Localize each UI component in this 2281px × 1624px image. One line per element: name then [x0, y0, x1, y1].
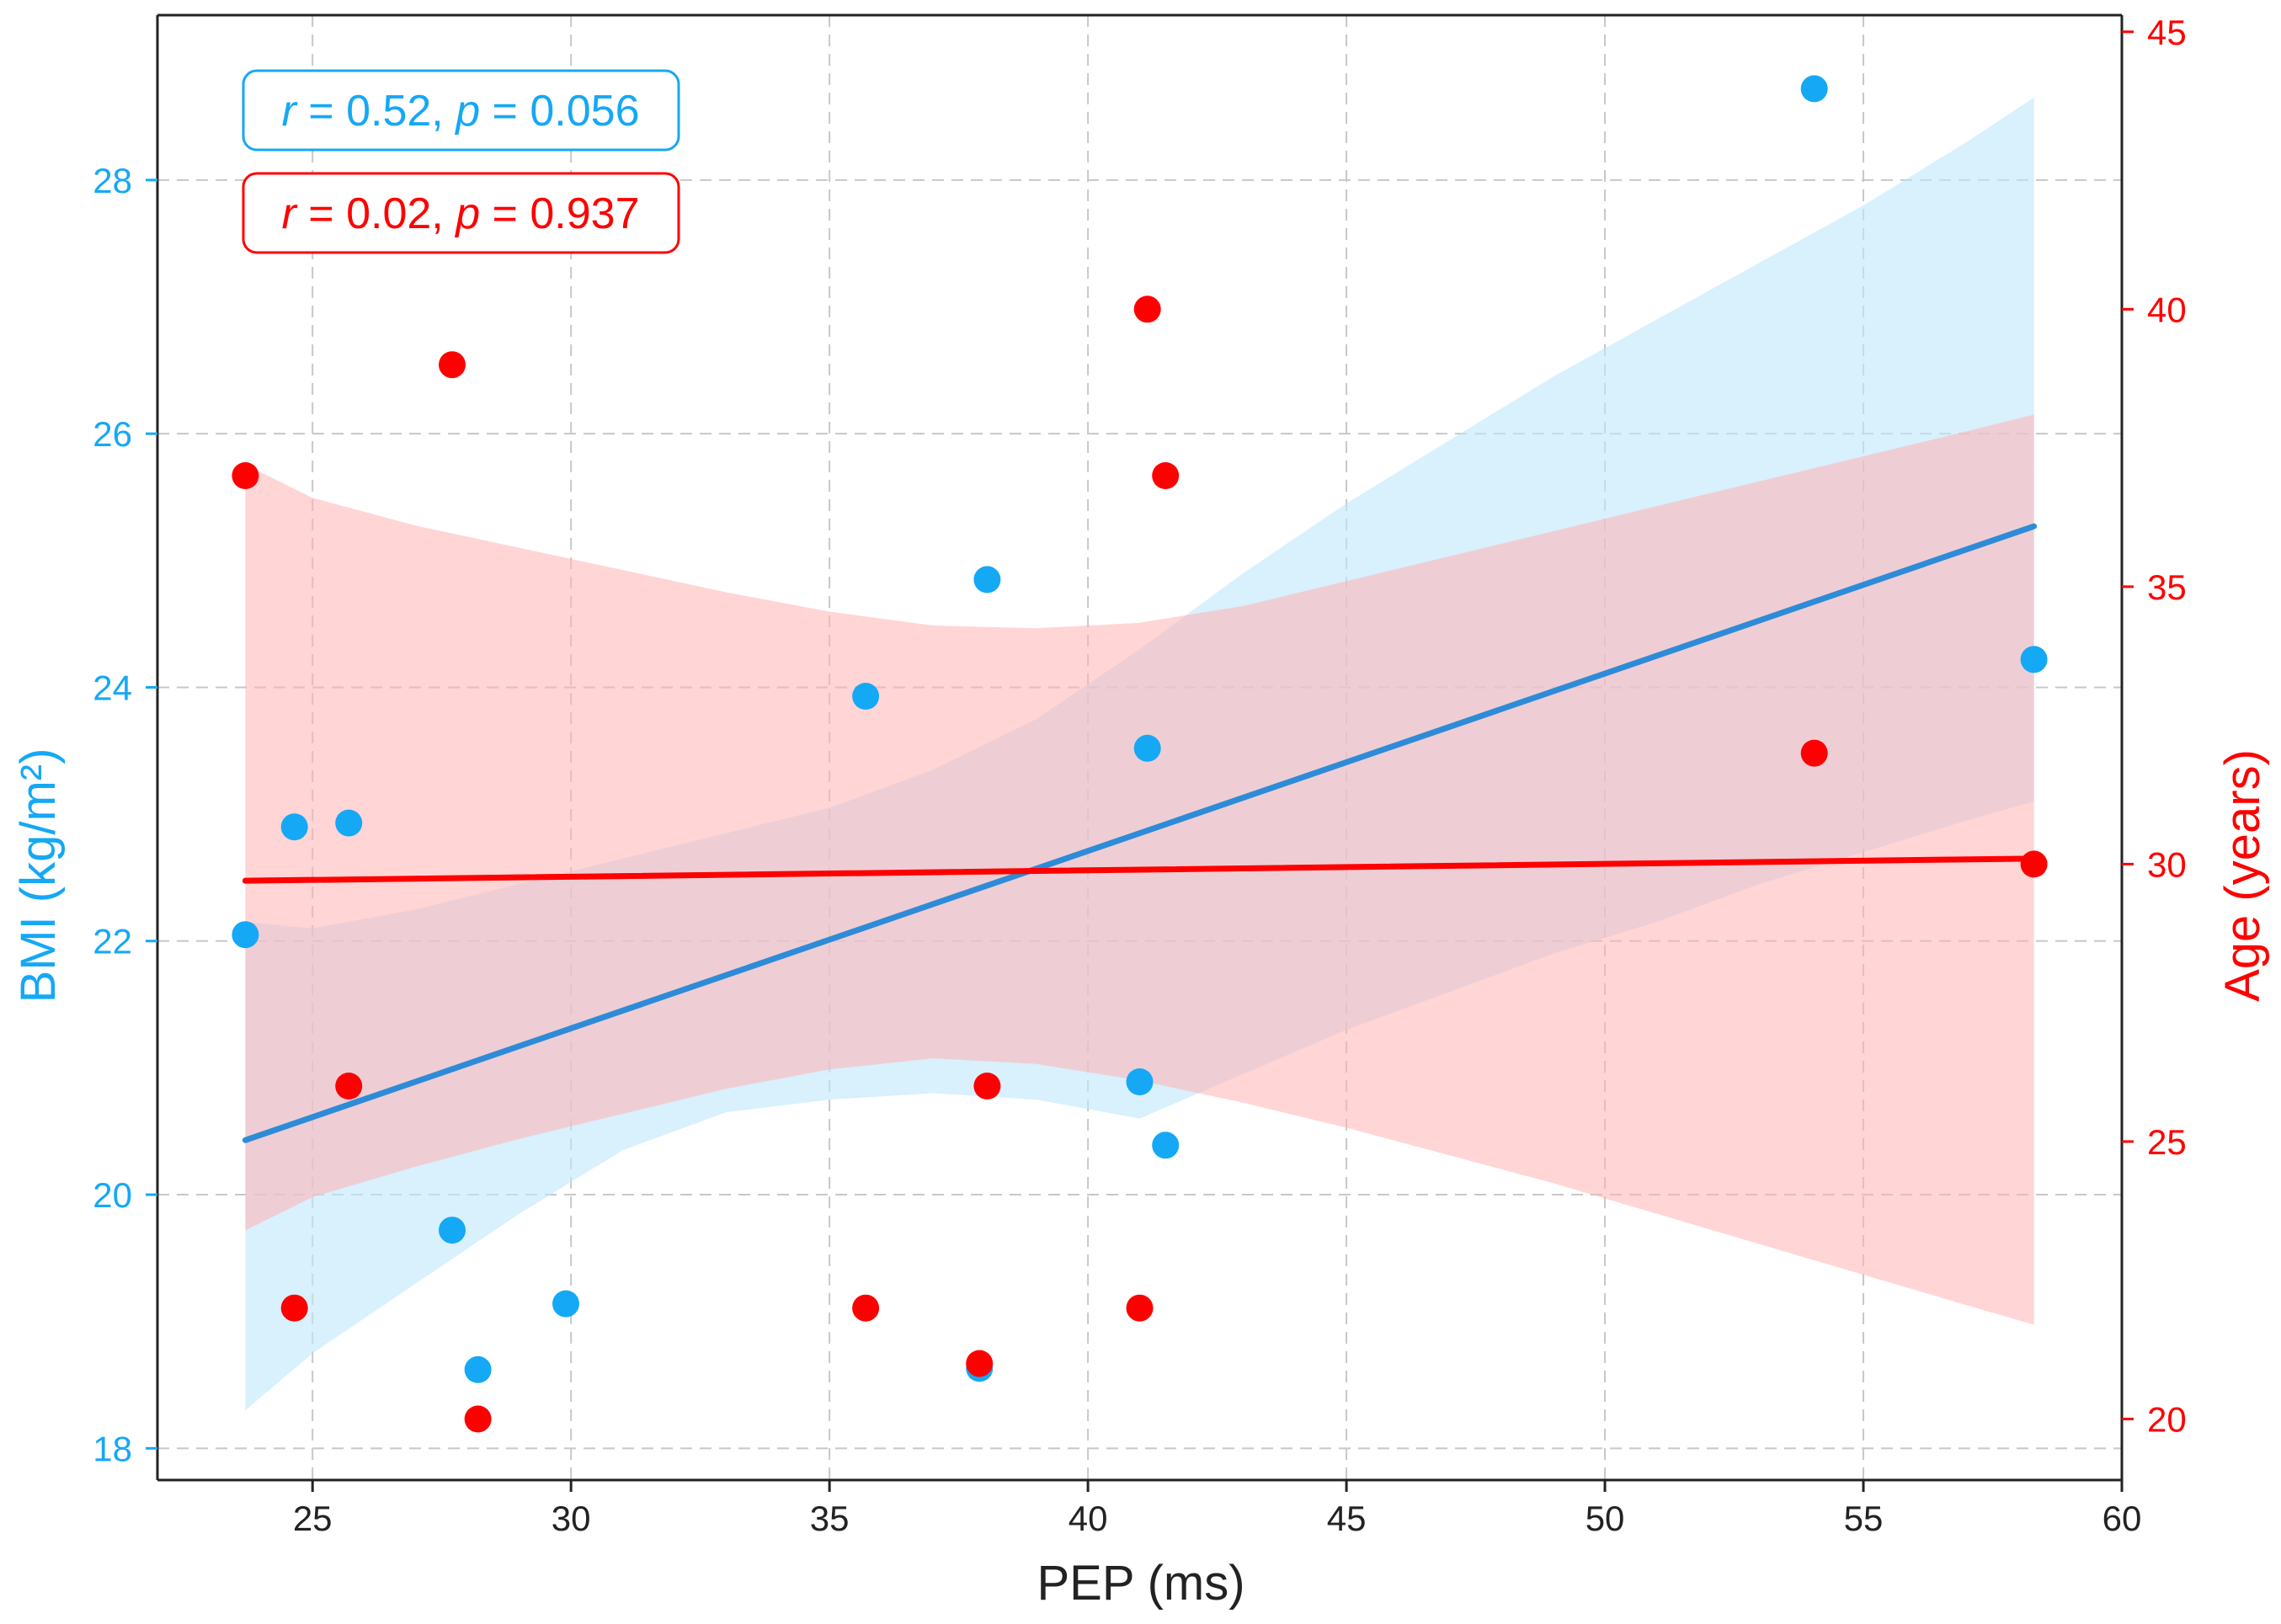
point-age	[1133, 296, 1161, 323]
stat-age-p-value: = 0.937	[480, 189, 639, 238]
y-tick-label-left: 22	[93, 922, 132, 961]
x-tick-label: 60	[2102, 1499, 2142, 1538]
y-tick-label-right: 20	[2147, 1400, 2187, 1440]
stat-bmi-r-value: = 0.52,	[296, 87, 456, 136]
point-age	[2020, 850, 2048, 878]
tick-labels: 25 30 35 40 45 50 55 60 18 20 22 24 26 28 20 25 30 35 40 45	[93, 13, 2186, 1538]
point-age	[1126, 1294, 1154, 1322]
data-points	[232, 73, 2048, 1433]
point-age	[464, 1405, 492, 1433]
point-bmi	[973, 566, 1001, 594]
y-tick-label-right: 40	[2147, 290, 2187, 329]
point-bmi	[1126, 1068, 1154, 1095]
point-age	[1152, 462, 1180, 489]
y-tick-label-left: 26	[93, 414, 132, 454]
point-bmi	[1133, 734, 1161, 762]
stat-box-age: r = 0.02, p = 0.937	[242, 172, 680, 254]
x-tick-label: 35	[810, 1499, 850, 1538]
stat-bmi-r-symbol: r	[281, 87, 298, 136]
point-bmi	[464, 1355, 492, 1383]
point-age	[852, 1294, 880, 1322]
point-age	[973, 1073, 1001, 1100]
stat-text-age: r = 0.02, p = 0.937	[281, 189, 639, 238]
point-bmi	[552, 1290, 579, 1318]
x-axis-label: PEP (ms)	[1037, 1556, 1244, 1611]
x-tick-label: 25	[293, 1499, 333, 1538]
x-tick-label: 30	[552, 1499, 591, 1538]
point-age	[966, 1350, 994, 1377]
stat-bmi-p-value: = 0.056	[480, 87, 639, 136]
x-tick-label: 50	[1586, 1499, 1625, 1538]
point-bmi	[1152, 1131, 1180, 1159]
point-bmi	[439, 1217, 466, 1244]
point-age	[335, 1073, 363, 1100]
stat-box-bmi: r = 0.52, p = 0.056	[242, 69, 680, 152]
fit-line-bmi	[242, 523, 2038, 1143]
x-tick-label: 55	[1844, 1499, 1884, 1538]
y-tick-label-left: 20	[93, 1175, 132, 1215]
stat-text-bmi: r = 0.52, p = 0.056	[281, 87, 639, 136]
fit-line-age	[242, 855, 2038, 884]
point-age	[280, 1294, 308, 1322]
stat-age-p-symbol: p	[454, 189, 480, 238]
stat-box-bmi-frame	[242, 69, 680, 152]
point-bmi	[335, 809, 363, 837]
axes	[146, 13, 2134, 1492]
y-tick-label-left: 18	[93, 1429, 132, 1468]
stat-bmi-p-symbol: p	[454, 87, 480, 136]
y-tick-label-right: 35	[2147, 567, 2187, 607]
point-bmi	[1800, 75, 1828, 103]
point-age	[1800, 739, 1828, 767]
point-age	[439, 351, 466, 379]
point-bmi	[2020, 646, 2048, 674]
point-bmi	[232, 921, 259, 949]
point-bmi	[852, 683, 880, 710]
point-bmi	[280, 813, 308, 841]
y-tick-label-right: 30	[2147, 844, 2187, 884]
x-tick-label: 45	[1327, 1499, 1367, 1538]
regression-lines	[242, 523, 2038, 1143]
stat-age-r-symbol: r	[281, 189, 298, 238]
stat-box-age-frame	[242, 172, 680, 254]
y-tick-label-right: 25	[2147, 1122, 2187, 1162]
x-tick-label: 40	[1069, 1499, 1108, 1538]
y-axis-label-right: Age (years)	[2215, 749, 2270, 1002]
point-age	[232, 462, 259, 489]
y-tick-label-left: 24	[93, 668, 132, 707]
y-axis-label-left: BMI (kg/m²)	[11, 748, 66, 1004]
y-tick-label-right: 45	[2147, 13, 2187, 52]
stat-age-r-value: = 0.02,	[296, 189, 456, 238]
y-tick-label-left: 28	[93, 161, 132, 200]
